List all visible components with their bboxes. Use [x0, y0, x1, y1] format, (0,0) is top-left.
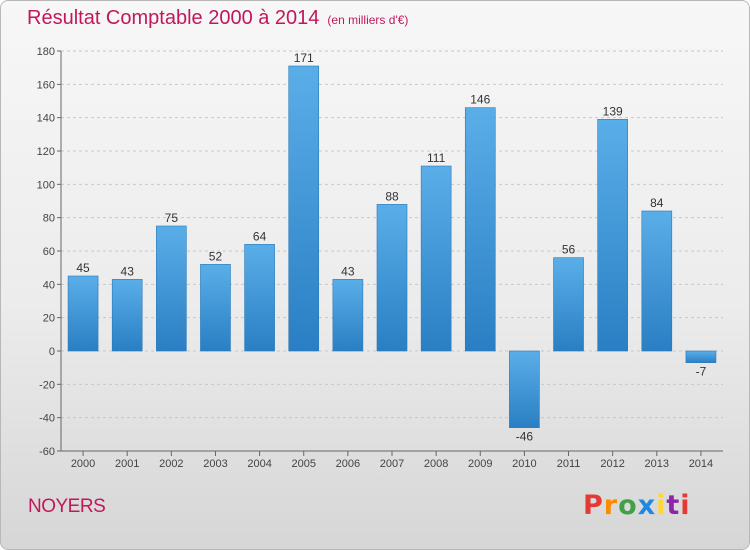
bar[interactable] — [67, 275, 99, 352]
bar[interactable] — [509, 350, 540, 428]
data-label: 139 — [603, 104, 623, 118]
bar[interactable] — [464, 107, 496, 352]
y-tick-label: 0 — [49, 346, 55, 358]
logo-letter: i — [680, 490, 691, 521]
y-tick-label: 160 — [37, 79, 55, 91]
title-row: Résultat Comptable 2000 à 2014 (en millie… — [27, 7, 408, 30]
x-tick-label: 2011 — [557, 458, 581, 470]
bar[interactable] — [200, 264, 231, 352]
y-tick-label: -60 — [39, 446, 55, 458]
bar[interactable] — [288, 65, 320, 352]
data-label: 111 — [427, 151, 446, 165]
data-label: 43 — [341, 264, 355, 278]
logo-letter: x — [637, 490, 657, 521]
bar[interactable] — [685, 350, 717, 363]
y-tick-label: 120 — [37, 146, 55, 158]
y-tick-label: 80 — [43, 213, 55, 225]
data-label: 84 — [650, 196, 664, 210]
bar[interactable] — [244, 244, 275, 352]
data-label: 56 — [562, 243, 576, 257]
x-tick-label: 2012 — [600, 458, 624, 470]
data-label: 75 — [165, 211, 179, 225]
bar[interactable] — [376, 204, 408, 352]
data-label: 146 — [470, 93, 490, 107]
data-label: 88 — [385, 189, 399, 203]
bar[interactable] — [332, 279, 364, 352]
y-tick-label: -20 — [39, 379, 55, 391]
bar[interactable] — [420, 165, 452, 352]
y-tick-label: 180 — [37, 46, 55, 58]
data-label: 52 — [209, 249, 223, 263]
chart-title: Résultat Comptable 2000 à 2014 — [27, 7, 320, 29]
x-tick-label: 2000 — [71, 458, 95, 470]
commune-name: NOYERS — [28, 496, 106, 517]
bar[interactable] — [156, 225, 187, 352]
proxiti-logo[interactable]: Proxiti — [583, 490, 691, 521]
y-tick-label: 140 — [37, 113, 55, 125]
y-tick-label: 20 — [43, 313, 55, 325]
y-tick-label: 100 — [37, 179, 55, 191]
x-tick-label: 2006 — [336, 458, 360, 470]
x-tick-label: 2013 — [645, 458, 669, 470]
y-tick-label: 40 — [43, 279, 55, 291]
data-label: 64 — [253, 229, 267, 243]
logo-letter: r — [603, 490, 619, 521]
x-tick-label: 2004 — [247, 458, 271, 470]
logo-letter: t — [666, 490, 681, 521]
bar[interactable] — [641, 210, 673, 352]
x-tick-label: 2010 — [512, 458, 536, 470]
logo-letter: o — [618, 490, 638, 521]
data-label: 43 — [121, 264, 135, 278]
x-tick-label: 2008 — [424, 458, 448, 470]
x-tick-label: 2002 — [159, 458, 183, 470]
x-tick-label: 2003 — [203, 458, 227, 470]
bar[interactable] — [597, 119, 628, 352]
data-label: -7 — [696, 365, 707, 379]
x-tick-label: 2009 — [468, 458, 492, 470]
data-label: -46 — [516, 430, 534, 444]
x-tick-label: 2007 — [380, 458, 404, 470]
logo-letter: i — [656, 490, 667, 521]
data-label: 45 — [76, 261, 90, 275]
x-tick-label: 2014 — [689, 458, 713, 470]
data-label: 171 — [294, 51, 314, 65]
bar[interactable] — [111, 279, 143, 352]
bar[interactable] — [553, 257, 584, 352]
logo-letter: P — [583, 490, 604, 521]
chart-unit: (en milliers d'€) — [327, 13, 409, 27]
x-tick-label: 2005 — [291, 458, 315, 470]
y-tick-label: 60 — [43, 246, 55, 258]
x-tick-label: 2001 — [115, 458, 139, 470]
y-tick-label: -40 — [39, 413, 55, 425]
